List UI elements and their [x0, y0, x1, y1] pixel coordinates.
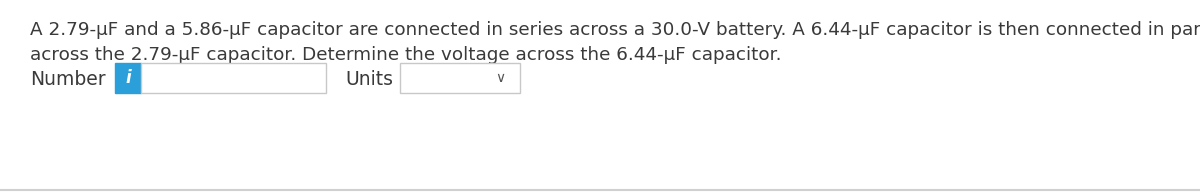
Text: i: i [125, 69, 131, 87]
FancyBboxPatch shape [142, 63, 326, 93]
FancyBboxPatch shape [400, 63, 520, 93]
FancyBboxPatch shape [115, 63, 142, 93]
Text: A 2.79-μF and a 5.86-μF capacitor are connected in series across a 30.0-V batter: A 2.79-μF and a 5.86-μF capacitor are co… [30, 21, 1200, 39]
Text: Number: Number [30, 70, 106, 89]
Text: across the 2.79-μF capacitor. Determine the voltage across the 6.44-μF capacitor: across the 2.79-μF capacitor. Determine … [30, 46, 781, 64]
Text: Units: Units [346, 70, 394, 89]
Text: ∨: ∨ [494, 71, 505, 85]
